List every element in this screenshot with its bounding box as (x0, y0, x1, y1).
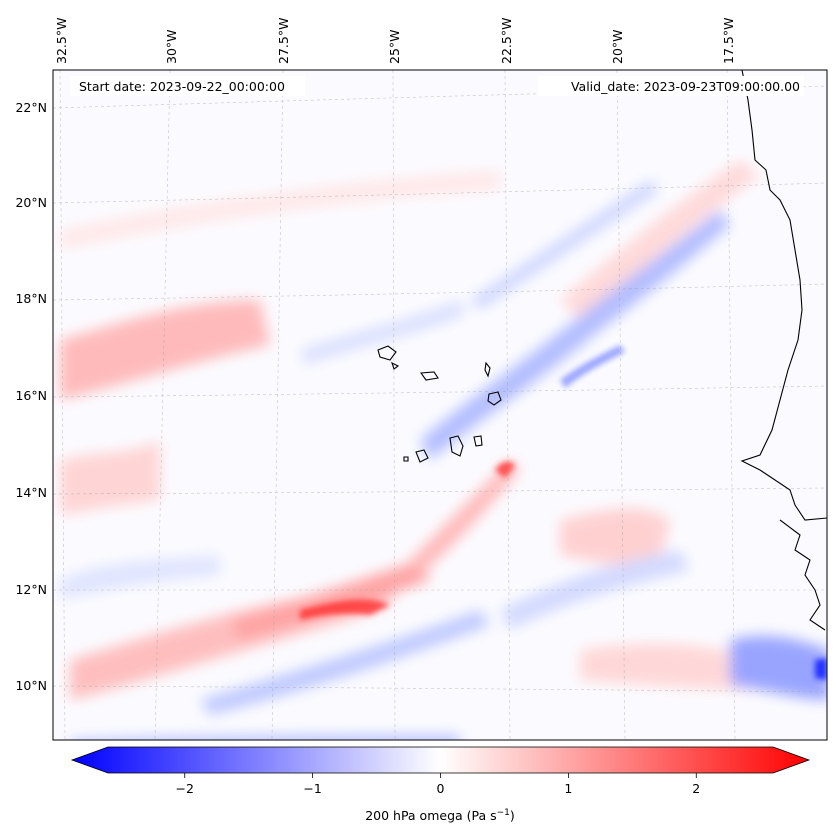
colorbar: −2 −1 0 1 2 200 hPa omega (Pa s−1) (70, 746, 811, 823)
lat-label: 22°N (15, 100, 47, 115)
lon-label: 17.5°W (721, 18, 736, 64)
lat-label: 20°N (15, 195, 47, 210)
lon-label: 20°W (610, 29, 625, 64)
lat-label: 18°N (15, 291, 47, 306)
lat-label: 16°N (15, 388, 47, 403)
lon-label: 27.5°W (276, 18, 291, 64)
latitude-labels: 22°N 20°N 18°N 16°N 14°N 12°N 10°N (15, 100, 47, 693)
valid-date-label: Valid_date: 2023-09-23T09:00:00.00 (571, 79, 800, 94)
colorbar-tick-label: −2 (176, 781, 194, 796)
coastline (740, 69, 828, 631)
colorbar-tick-label: −1 (303, 781, 321, 796)
valid-date-box (538, 76, 804, 96)
start-date-label: Start date: 2023-09-22_00:00:00 (79, 79, 285, 94)
lon-label: 22.5°W (499, 18, 514, 64)
start-date-box (70, 76, 305, 96)
longitude-labels: 32.5°W 30°W 27.5°W 25°W 22.5°W 20°W 17.5°W (54, 18, 736, 64)
map-panel: Start date: 2023-09-22_00:00:00 Valid_da… (52, 69, 828, 741)
lon-label: 32.5°W (54, 18, 69, 64)
lat-label: 12°N (15, 582, 47, 597)
colorbar-tick-label: 0 (437, 781, 445, 796)
lon-label: 30°W (164, 29, 179, 64)
colorbar-ticks: −2 −1 0 1 2 (176, 773, 700, 796)
map-frame (52, 69, 828, 741)
cabo-verde-islands (377, 345, 502, 463)
colorbar-bar (70, 746, 811, 774)
colorbar-tick-label: 2 (692, 781, 700, 796)
colorbar-label: 200 hPa omega (Pa s−1) (365, 808, 515, 823)
omega-field (60, 160, 827, 740)
lat-label: 10°N (15, 678, 47, 693)
gridlines (53, 70, 827, 740)
lon-label: 25°W (387, 29, 402, 64)
colorbar-tick-label: 1 (564, 781, 572, 796)
lat-label: 14°N (15, 485, 47, 500)
